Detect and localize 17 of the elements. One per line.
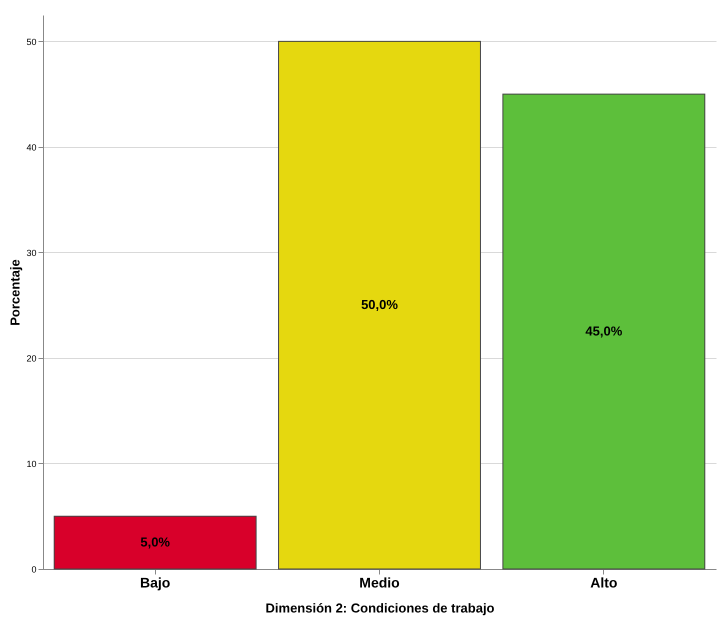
y-tick-label: 20 xyxy=(26,353,36,364)
y-tick-label: 0 xyxy=(31,564,36,574)
y-axis-title: Porcentaje xyxy=(7,259,22,326)
y-tick-label: 40 xyxy=(26,142,36,152)
bar xyxy=(54,516,257,570)
y-tick-label: 50 xyxy=(26,36,36,47)
data-label: 5,0% xyxy=(140,534,170,550)
x-tick-label: Alto xyxy=(590,574,618,590)
y-tick-label: 10 xyxy=(26,458,36,469)
bar xyxy=(278,40,481,570)
bar xyxy=(502,94,706,570)
x-tick-label: Bajo xyxy=(140,574,170,590)
data-label: 45,0% xyxy=(585,324,623,339)
x-tick-label: Medio xyxy=(359,574,400,590)
x-axis-title: Dimensión 2: Condiciones de trabajo xyxy=(266,600,495,616)
data-label: 50,0% xyxy=(361,297,398,312)
y-tick-label: 30 xyxy=(26,248,36,258)
